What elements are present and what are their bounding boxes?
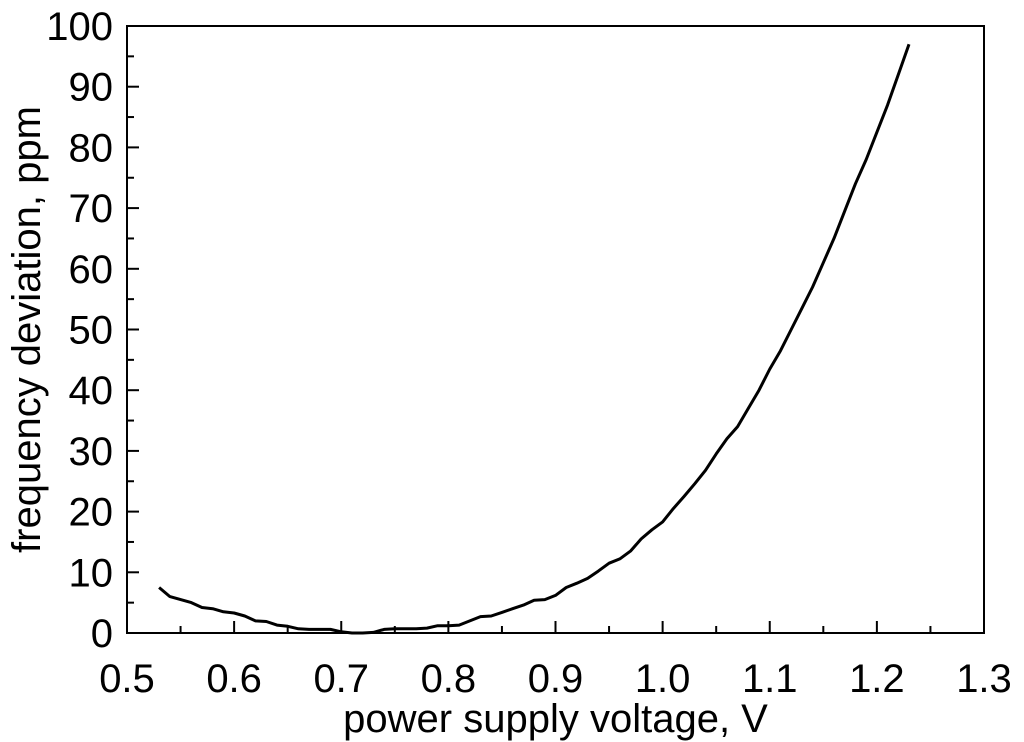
y-tick-label: 10 [69, 551, 114, 595]
x-tick-label: 0.8 [421, 657, 477, 701]
x-tick-label: 1.1 [742, 657, 798, 701]
x-tick-label: 1.3 [956, 657, 1012, 701]
y-tick-label: 30 [69, 430, 114, 474]
x-tick-label: 0.9 [528, 657, 584, 701]
plot-border [126, 25, 985, 634]
y-tick-label: 90 [69, 66, 114, 110]
x-tick-label: 1.2 [849, 657, 905, 701]
y-axis: 0 10 20 30 40 50 60 70 80 90 100 [46, 5, 139, 656]
x-tick-label: 0.5 [99, 657, 155, 701]
plot-area [126, 25, 985, 634]
y-tick-label: 50 [69, 309, 114, 353]
x-tick-label: 0.7 [313, 657, 369, 701]
y-tick-label: 0 [91, 612, 113, 656]
y-tick-label: 20 [69, 491, 114, 535]
y-tick-label: 40 [69, 369, 114, 413]
y-tick-label: 80 [69, 126, 114, 170]
y-axis-title: frequency deviation, ppm [5, 106, 49, 553]
y-tick-label: 70 [69, 187, 114, 231]
x-axis-title: power supply voltage, V [343, 697, 768, 741]
y-tick-label: 100 [46, 5, 113, 49]
x-tick-label: 1.0 [635, 657, 691, 701]
series-line [158, 43, 911, 635]
x-axis: 0.5 0.6 0.7 0.8 0.9 1.0 1.1 1.2 1.3 [99, 621, 1012, 701]
y-tick-label: 60 [69, 248, 114, 292]
x-tick-label: 0.6 [206, 657, 262, 701]
